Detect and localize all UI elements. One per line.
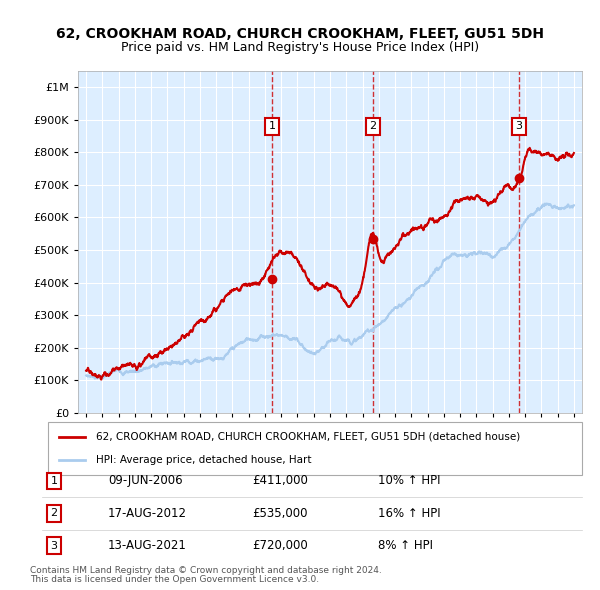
Text: 2: 2: [369, 121, 376, 131]
FancyBboxPatch shape: [48, 422, 582, 475]
Text: 1: 1: [50, 476, 58, 486]
Text: 1: 1: [269, 121, 275, 131]
Text: Contains HM Land Registry data © Crown copyright and database right 2024.: Contains HM Land Registry data © Crown c…: [30, 566, 382, 575]
Text: 3: 3: [515, 121, 523, 131]
Text: 62, CROOKHAM ROAD, CHURCH CROOKHAM, FLEET, GU51 5DH: 62, CROOKHAM ROAD, CHURCH CROOKHAM, FLEE…: [56, 27, 544, 41]
Text: 62, CROOKHAM ROAD, CHURCH CROOKHAM, FLEET, GU51 5DH (detached house): 62, CROOKHAM ROAD, CHURCH CROOKHAM, FLEE…: [96, 432, 520, 442]
Text: HPI: Average price, detached house, Hart: HPI: Average price, detached house, Hart: [96, 455, 311, 465]
Text: 8% ↑ HPI: 8% ↑ HPI: [378, 539, 433, 552]
Text: 16% ↑ HPI: 16% ↑ HPI: [378, 507, 440, 520]
Text: £535,000: £535,000: [252, 507, 308, 520]
Text: 10% ↑ HPI: 10% ↑ HPI: [378, 474, 440, 487]
Text: £720,000: £720,000: [252, 539, 308, 552]
Text: 17-AUG-2012: 17-AUG-2012: [108, 507, 187, 520]
Text: £411,000: £411,000: [252, 474, 308, 487]
Text: 09-JUN-2006: 09-JUN-2006: [108, 474, 182, 487]
Text: 13-AUG-2021: 13-AUG-2021: [108, 539, 187, 552]
Text: 2: 2: [50, 509, 58, 518]
Text: Price paid vs. HM Land Registry's House Price Index (HPI): Price paid vs. HM Land Registry's House …: [121, 41, 479, 54]
Text: This data is licensed under the Open Government Licence v3.0.: This data is licensed under the Open Gov…: [30, 575, 319, 584]
Text: 3: 3: [50, 541, 58, 550]
